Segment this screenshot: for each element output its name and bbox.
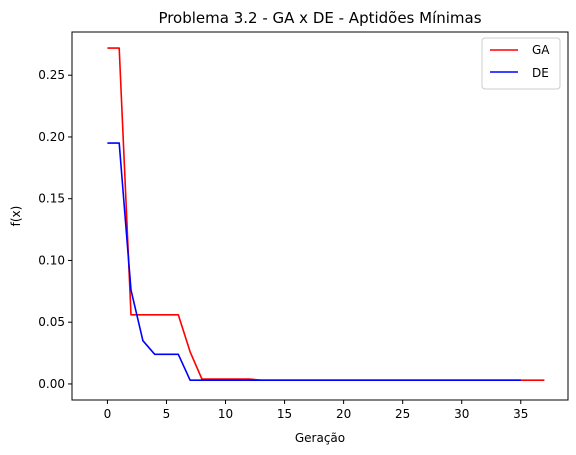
y-axis-label: f(x) xyxy=(9,206,23,227)
y-tick-label: 0.15 xyxy=(38,192,65,206)
x-tick-label: 0 xyxy=(104,407,112,421)
legend-label-ga: GA xyxy=(532,43,550,57)
y-tick-label: 0.25 xyxy=(38,68,65,82)
legend: GA DE xyxy=(481,37,561,90)
series-line-de xyxy=(107,142,521,382)
legend-label-de: DE xyxy=(532,66,549,80)
x-tick-label: 30 xyxy=(454,407,469,421)
x-tick-label: 25 xyxy=(395,407,410,421)
y-tick-label: 0.05 xyxy=(38,315,65,329)
y-axis-ticks: 0.00 0.05 0.10 0.15 0.20 0.25 xyxy=(38,68,72,391)
x-tick-label: 20 xyxy=(336,407,351,421)
y-tick-label: 0.10 xyxy=(38,253,65,267)
y-tick-label: 0.20 xyxy=(38,130,65,144)
chart-title: Problema 3.2 - GA x DE - Aptidões Mínima… xyxy=(158,9,481,27)
plot-area xyxy=(71,31,569,401)
x-tick-label: 10 xyxy=(218,407,233,421)
x-axis-ticks: 0 5 10 15 20 25 30 35 xyxy=(104,400,528,421)
series-line-ga xyxy=(107,47,545,382)
x-tick-label: 35 xyxy=(513,407,528,421)
x-tick-label: 15 xyxy=(277,407,292,421)
x-axis-label: Geração xyxy=(295,431,345,445)
y-tick-label: 0.00 xyxy=(38,377,65,391)
x-tick-label: 5 xyxy=(163,407,171,421)
series-lines xyxy=(107,47,545,382)
